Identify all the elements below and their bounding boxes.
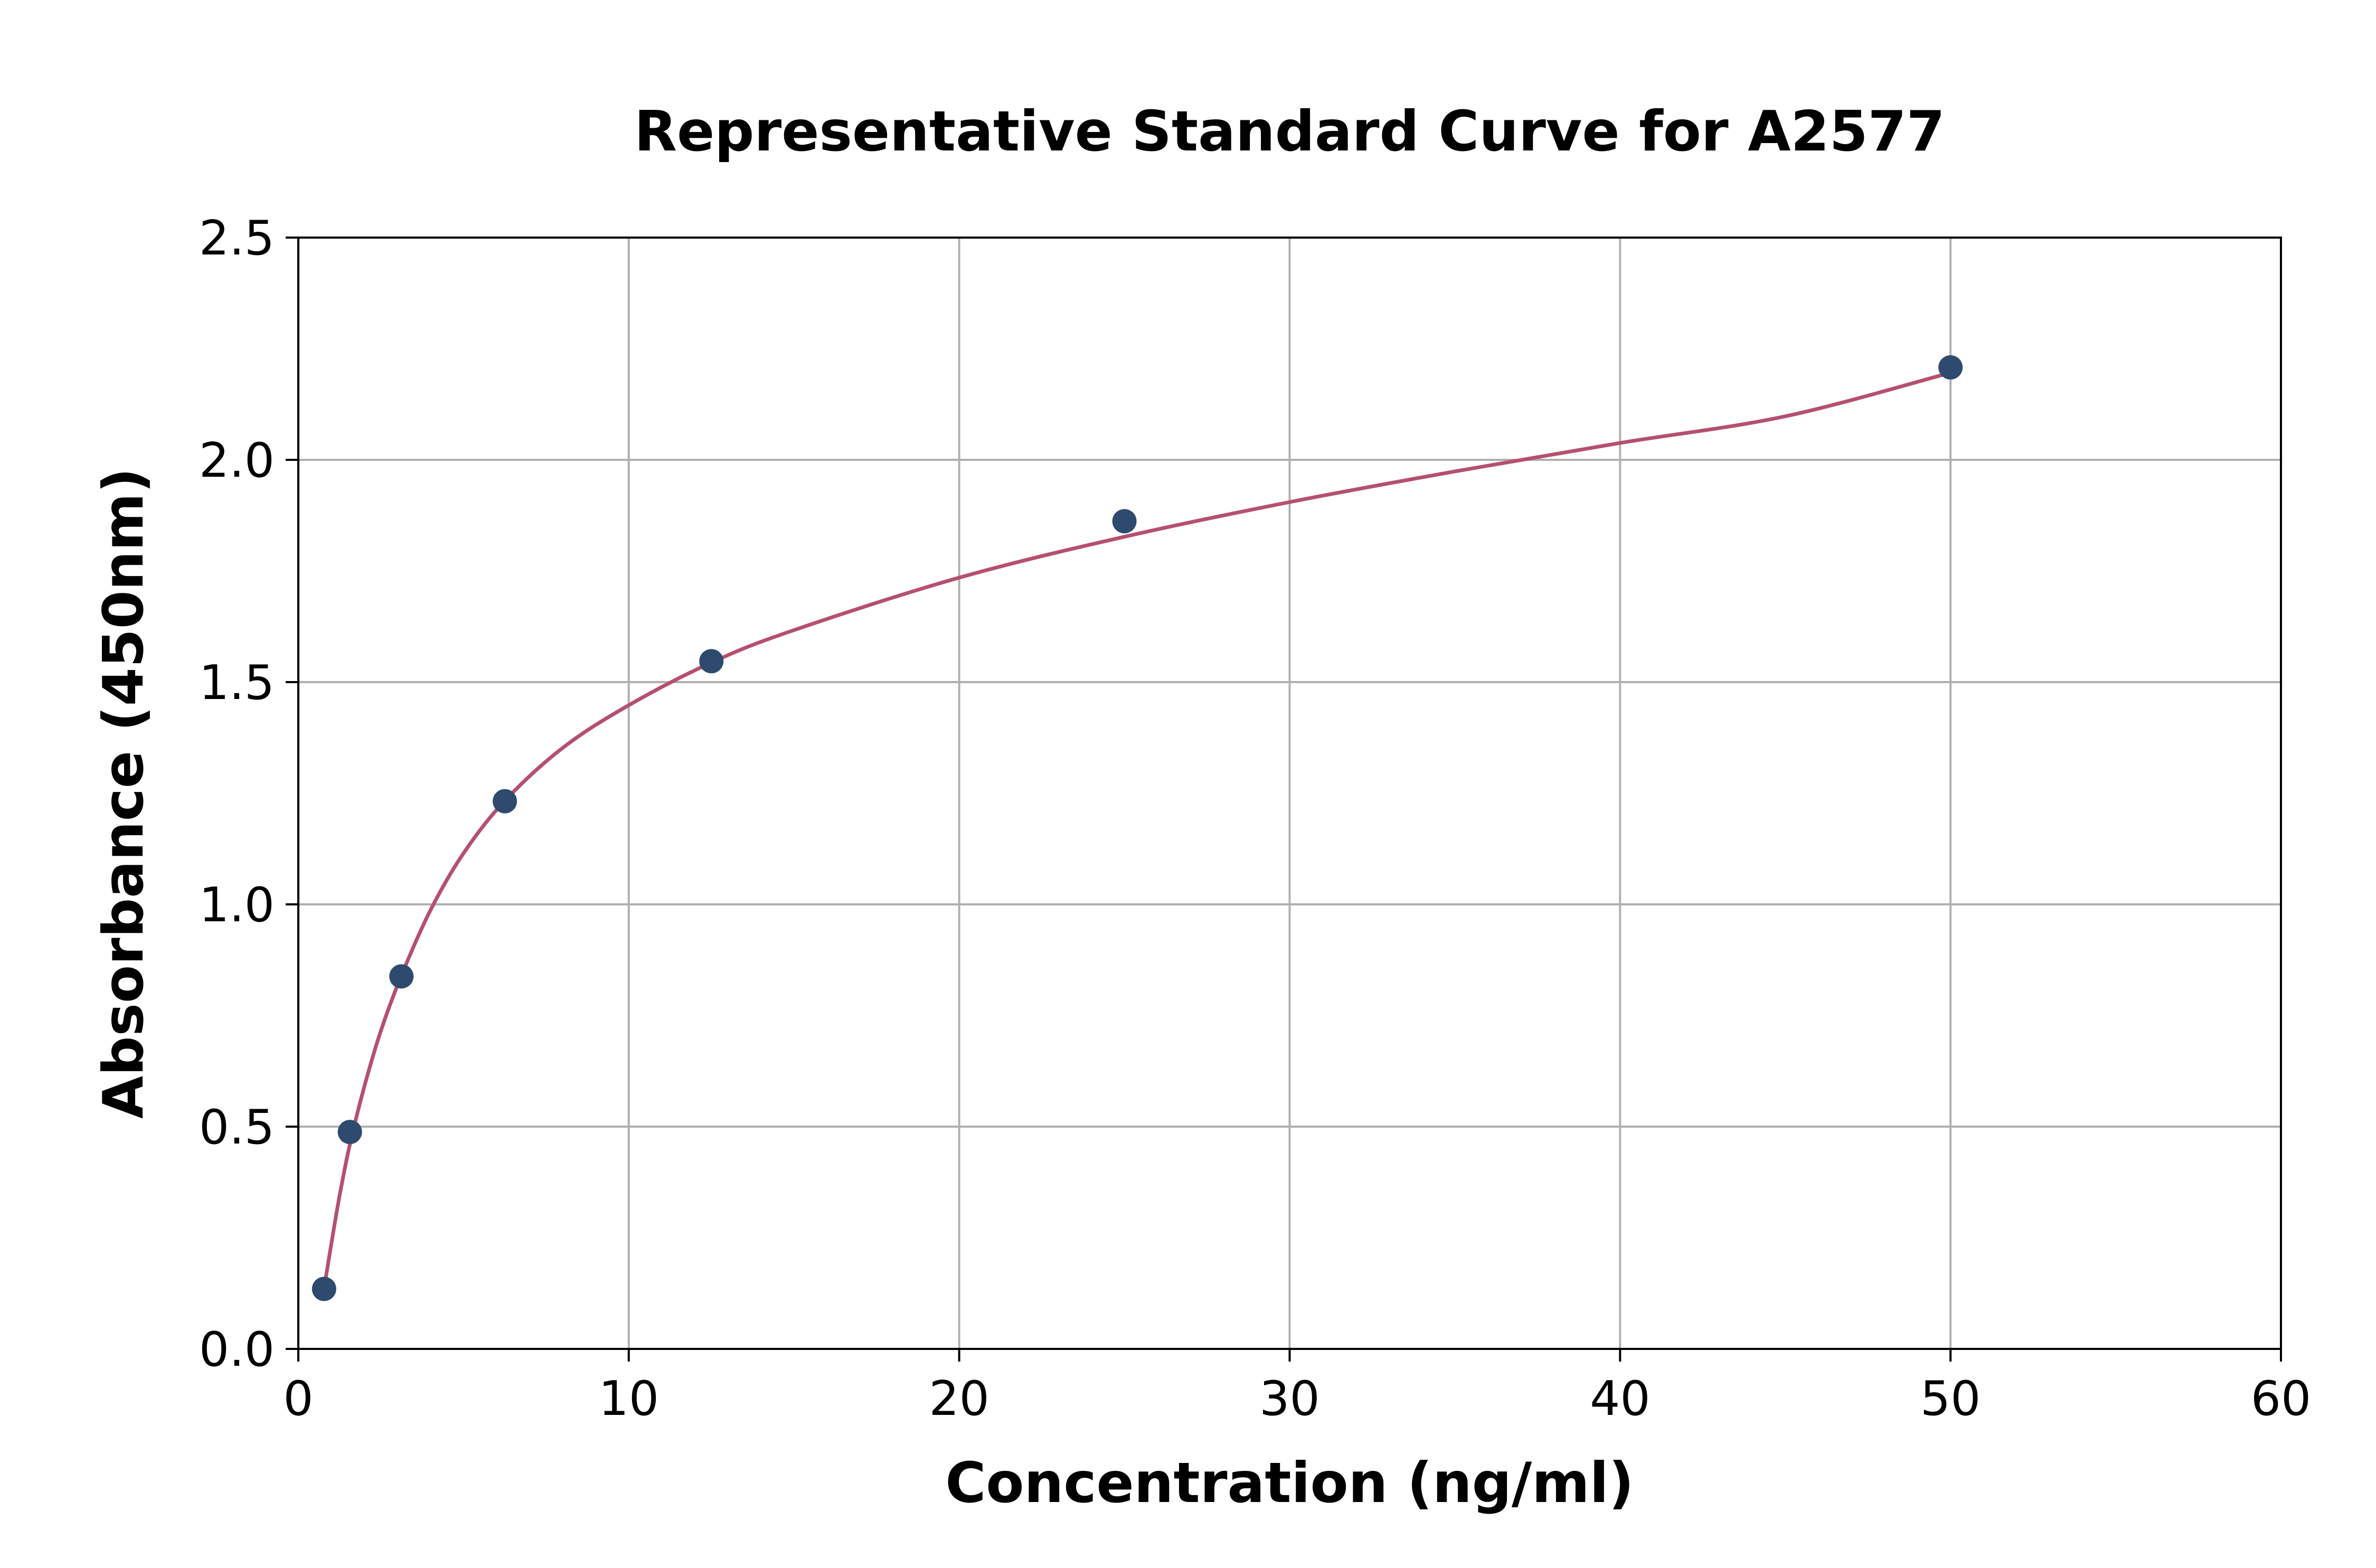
x-tick-label: 40 xyxy=(1590,1371,1651,1427)
y-tick-label: 2.5 xyxy=(199,211,275,266)
data-point xyxy=(337,1120,362,1145)
data-point xyxy=(493,789,517,814)
y-tick-label: 1.5 xyxy=(199,655,275,711)
x-tick-label: 30 xyxy=(1259,1371,1320,1427)
y-axis-ticks: 0.0 0.5 1.0 1.5 2.0 2.5 xyxy=(199,211,298,1377)
x-tick-label: 50 xyxy=(1920,1371,1981,1427)
data-point xyxy=(312,1277,336,1301)
data-point xyxy=(389,964,414,989)
y-tick-label: 0.0 xyxy=(199,1322,275,1377)
x-axis-label: Concentration (ng/ml) xyxy=(945,1451,1634,1515)
x-tick-label: 10 xyxy=(599,1371,659,1427)
y-tick-label: 0.5 xyxy=(199,1100,275,1155)
fit-curve-layer xyxy=(322,371,1953,1290)
y-axis-label: Absorbance (450nm) xyxy=(91,468,156,1119)
fit-curve xyxy=(322,371,1953,1290)
x-tick-label: 0 xyxy=(283,1371,313,1427)
data-point xyxy=(1938,355,1963,380)
data-points-layer xyxy=(312,355,1963,1301)
y-tick-label: 2.0 xyxy=(199,433,275,488)
data-point xyxy=(1112,509,1137,534)
x-tick-label: 20 xyxy=(929,1371,989,1427)
x-axis-ticks: 0 10 20 30 40 50 60 xyxy=(283,1349,2311,1427)
chart-title: Representative Standard Curve for A2577 xyxy=(634,99,1945,164)
y-tick-label: 1.0 xyxy=(199,877,275,933)
x-tick-label: 60 xyxy=(2251,1371,2312,1427)
data-point xyxy=(699,649,724,674)
